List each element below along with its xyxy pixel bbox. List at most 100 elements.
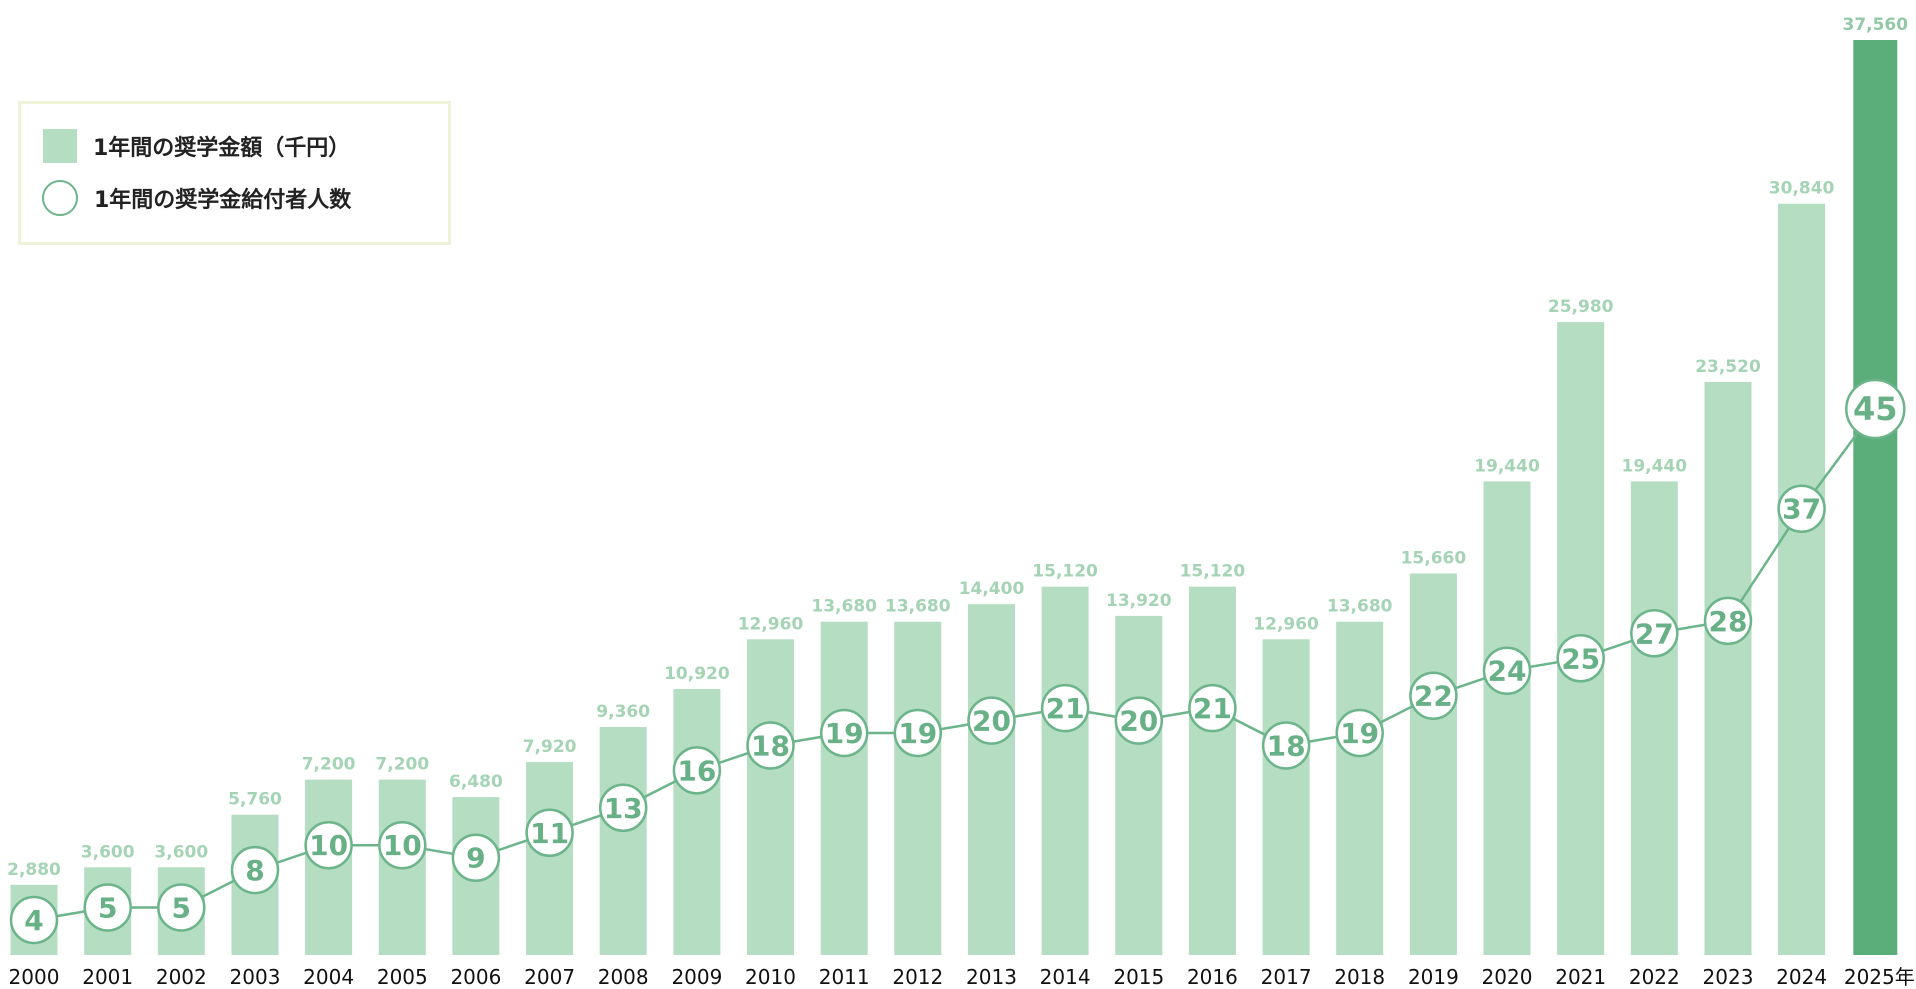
year-label-2005: 2005 bbox=[377, 965, 428, 989]
count-label-2020: 24 bbox=[1488, 655, 1527, 688]
amount-label-2009: 10,920 bbox=[664, 664, 730, 684]
amount-label-2018: 13,680 bbox=[1327, 597, 1393, 617]
count-label-2017: 18 bbox=[1267, 730, 1306, 763]
year-label-2003: 2003 bbox=[230, 965, 281, 989]
count-label-2009: 16 bbox=[677, 754, 716, 787]
amount-label-2012: 13,680 bbox=[885, 597, 951, 617]
count-point-2021 bbox=[1556, 634, 1605, 683]
year-label-2000: 2000 bbox=[9, 965, 60, 989]
count-point-2017 bbox=[1261, 721, 1311, 770]
amount-bar-2024 bbox=[1778, 203, 1826, 955]
amount-bar-2013 bbox=[968, 604, 1015, 955]
amount-bars bbox=[10, 40, 1898, 956]
year-label-2017: 2017 bbox=[1261, 965, 1312, 989]
legend: 1年間の奨学金額（千円） 1年間の奨学金給付者人数 bbox=[18, 101, 451, 245]
amount-label-2022: 19,440 bbox=[1621, 456, 1687, 476]
amount-label-2007: 7,920 bbox=[523, 737, 577, 757]
amount-label-2002: 3,600 bbox=[154, 842, 208, 862]
amount-bar-2015 bbox=[1115, 615, 1163, 955]
count-label-2011: 19 bbox=[825, 717, 864, 750]
count-label-2018: 19 bbox=[1340, 717, 1379, 750]
count-point-2022 bbox=[1630, 609, 1679, 658]
count-point-2003 bbox=[230, 845, 280, 895]
amount-label-2024: 30,840 bbox=[1769, 179, 1835, 199]
year-label-2025年: 2025年 bbox=[1844, 965, 1915, 989]
count-point-2010 bbox=[746, 721, 795, 770]
amount-bar-2023 bbox=[1704, 382, 1752, 955]
count-point-2019 bbox=[1409, 671, 1458, 720]
amount-label-2004: 7,200 bbox=[302, 755, 356, 775]
amount-bar-2017 bbox=[1262, 639, 1310, 955]
count-point-2025年 bbox=[1845, 378, 1906, 440]
year-label-2002: 2002 bbox=[156, 965, 207, 989]
count-label-2023: 28 bbox=[1709, 605, 1748, 638]
amount-bar-2011 bbox=[820, 621, 868, 955]
count-label-2000: 4 bbox=[24, 904, 43, 937]
amount-label-2017: 12,960 bbox=[1253, 614, 1319, 634]
count-point-2024 bbox=[1777, 484, 1826, 533]
count-point-2000 bbox=[9, 895, 59, 945]
amount-bar-2019 bbox=[1409, 573, 1457, 955]
count-label-2004: 10 bbox=[309, 829, 348, 862]
count-point-2004 bbox=[304, 820, 353, 870]
count-label-2013: 20 bbox=[972, 705, 1011, 738]
count-label-2007: 11 bbox=[530, 817, 569, 850]
year-label-2010: 2010 bbox=[745, 965, 796, 989]
year-label-2019: 2019 bbox=[1408, 965, 1459, 989]
amount-bar-2018 bbox=[1336, 621, 1384, 955]
amount-bar-2025年 bbox=[1853, 40, 1898, 955]
amount-bar-2008 bbox=[599, 727, 647, 955]
amount-label-2023: 23,520 bbox=[1695, 357, 1761, 377]
amount-bar-2009 bbox=[673, 689, 721, 955]
amount-label-2006: 6,480 bbox=[449, 772, 503, 792]
legend-item-count: 1年間の奨学金給付者人数 bbox=[42, 180, 352, 216]
amount-bar-2016 bbox=[1188, 586, 1236, 955]
count-label-2005: 10 bbox=[383, 829, 422, 862]
year-label-2023: 2023 bbox=[1703, 965, 1754, 989]
count-point-2012 bbox=[893, 708, 943, 758]
count-point-2009 bbox=[672, 746, 722, 795]
amount-bar-2020 bbox=[1483, 481, 1531, 955]
count-point-2014 bbox=[1040, 683, 1090, 733]
amount-bar-2007 bbox=[526, 762, 574, 955]
count-label-2015: 20 bbox=[1119, 705, 1158, 738]
count-label-2003: 8 bbox=[245, 854, 264, 887]
count-label-2014: 21 bbox=[1046, 692, 1085, 725]
year-label-2007: 2007 bbox=[524, 965, 575, 989]
legend-circle-icon bbox=[42, 180, 78, 216]
legend-count-label: 1年間の奨学金給付者人数 bbox=[94, 188, 352, 213]
count-point-2023 bbox=[1703, 596, 1753, 646]
amount-bar-2014 bbox=[1041, 586, 1089, 955]
count-point-2020 bbox=[1482, 646, 1532, 695]
amount-label-2001: 3,600 bbox=[81, 842, 135, 862]
amount-label-2005: 7,200 bbox=[375, 755, 429, 775]
amount-label-2020: 19,440 bbox=[1474, 456, 1540, 476]
amount-label-2015: 13,920 bbox=[1106, 591, 1172, 611]
count-label-2002: 5 bbox=[172, 892, 191, 925]
year-label-2013: 2013 bbox=[966, 965, 1017, 989]
amount-label-2021: 25,980 bbox=[1548, 297, 1614, 317]
amount-bar-2010 bbox=[747, 639, 794, 955]
legend-bar-swatch bbox=[43, 129, 77, 163]
count-label-2021: 25 bbox=[1561, 642, 1600, 675]
count-point-2013 bbox=[967, 696, 1016, 745]
year-label-2004: 2004 bbox=[303, 965, 354, 989]
count-label-2019: 22 bbox=[1414, 680, 1453, 713]
count-label-2006: 9 bbox=[466, 842, 485, 875]
count-point-2008 bbox=[598, 783, 648, 833]
year-label-2006: 2006 bbox=[450, 965, 501, 989]
year-label-2021: 2021 bbox=[1555, 965, 1606, 989]
amount-label-2008: 9,360 bbox=[596, 702, 650, 722]
year-label-2022: 2022 bbox=[1629, 965, 1680, 989]
year-label-2014: 2014 bbox=[1040, 965, 1091, 989]
year-label-2009: 2009 bbox=[671, 965, 722, 989]
legend-amount-label: 1年間の奨学金額（千円） bbox=[93, 136, 351, 161]
year-label-2018: 2018 bbox=[1334, 965, 1385, 989]
amount-label-2019: 15,660 bbox=[1401, 549, 1467, 569]
year-label-2015: 2015 bbox=[1113, 965, 1164, 989]
count-point-2005 bbox=[378, 820, 427, 870]
legend-item-amount: 1年間の奨学金額（千円） bbox=[43, 129, 350, 163]
count-label-2001: 5 bbox=[98, 892, 117, 925]
